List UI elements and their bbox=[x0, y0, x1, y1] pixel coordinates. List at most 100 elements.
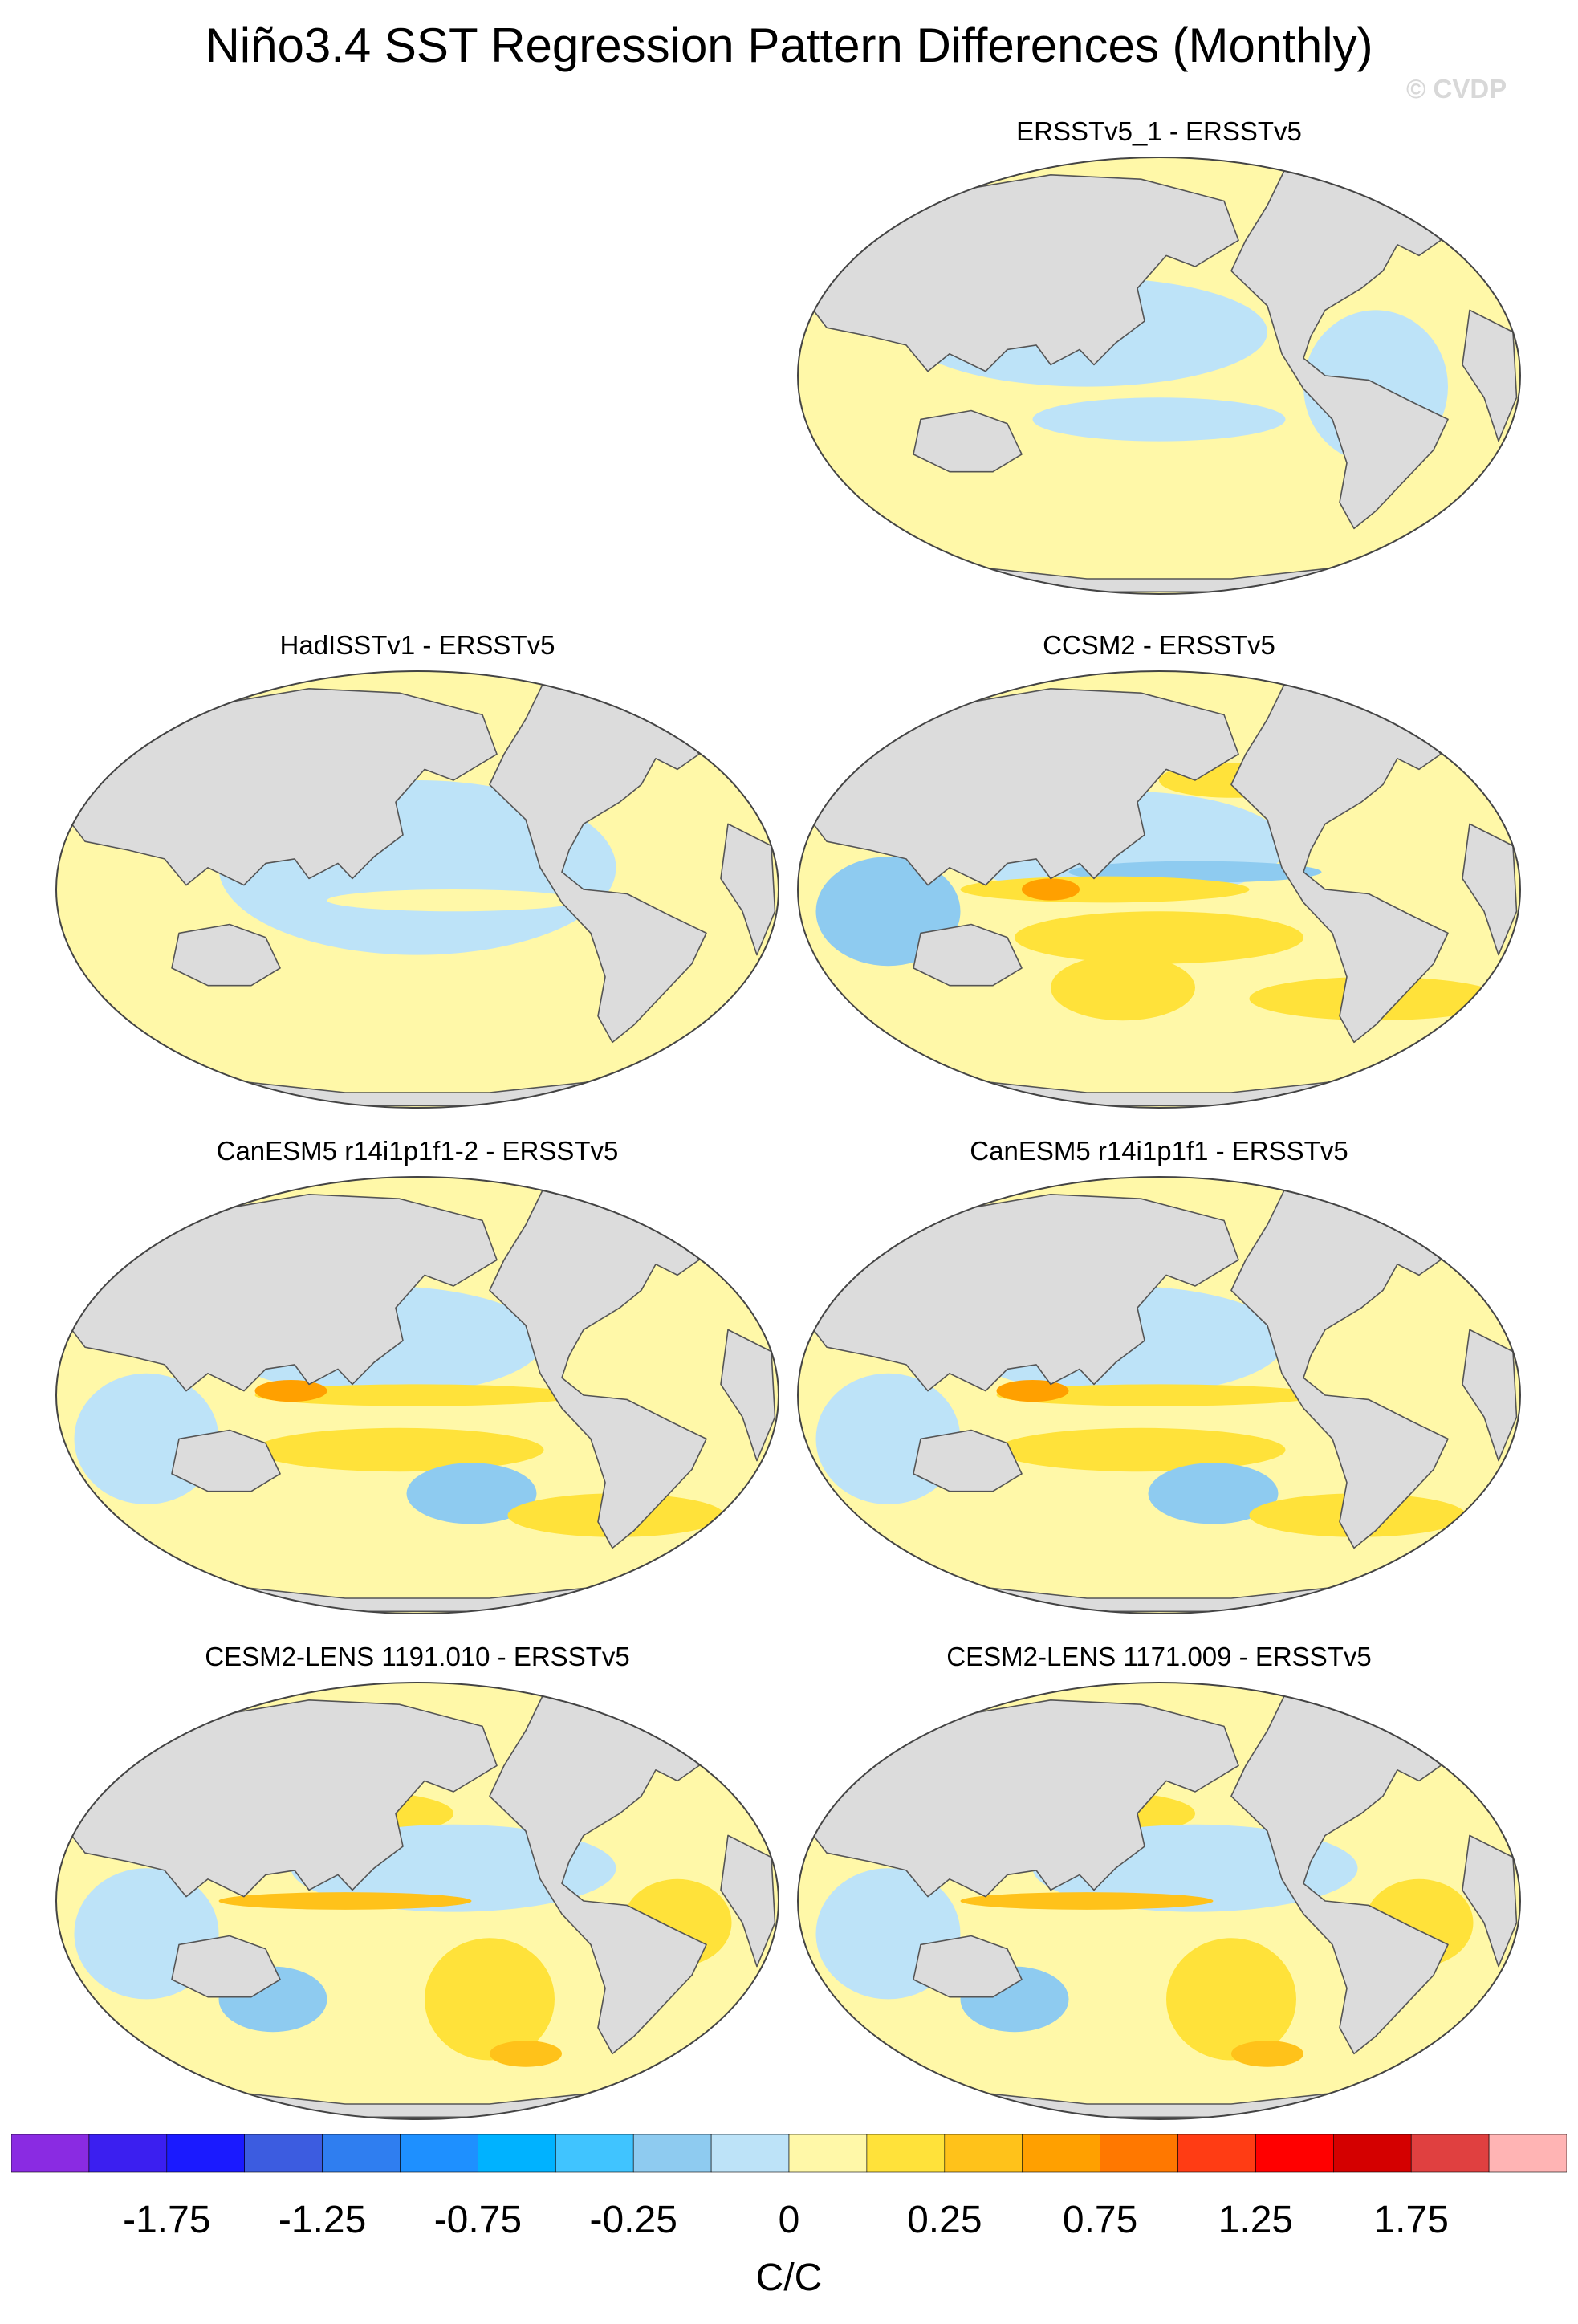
colorbar-tick-label: -0.25 bbox=[589, 2199, 677, 2241]
map-panel: HadISSTv1 - ERSSTv5 bbox=[48, 626, 787, 1114]
anomaly-region bbox=[1015, 911, 1303, 964]
landmass-greenland bbox=[1418, 687, 1478, 738]
map-border bbox=[55, 670, 779, 1109]
colorbar-swatch bbox=[1488, 2134, 1567, 2173]
colorbar-swatch bbox=[478, 2134, 556, 2173]
landmass-australia bbox=[913, 923, 1023, 987]
anomaly-region bbox=[254, 1427, 544, 1472]
colorbar-tick-label: -0.75 bbox=[433, 2199, 523, 2241]
colorbar-tick-label: 1.25 bbox=[1218, 2199, 1294, 2241]
landmass-america bbox=[1230, 1692, 1449, 2055]
anomaly-region bbox=[218, 1892, 472, 1910]
landmass-greenland bbox=[677, 687, 736, 738]
anomaly-region bbox=[327, 889, 580, 912]
landmass-australia bbox=[913, 409, 1023, 473]
colorbar-swatch bbox=[11, 2134, 90, 2173]
anomaly-region bbox=[406, 1463, 537, 1524]
map-panel: ERSSTv5_1 - ERSSTv5 bbox=[790, 112, 1528, 600]
anomaly-region bbox=[1166, 1938, 1296, 2061]
landmass-america bbox=[1230, 681, 1449, 1044]
anomaly-region bbox=[996, 1427, 1286, 1472]
landmass-america bbox=[1230, 1186, 1449, 1549]
anomaly-region bbox=[1022, 878, 1080, 901]
landmass-america bbox=[489, 1692, 707, 2055]
colorbar-swatch bbox=[1410, 2134, 1490, 2173]
map-border bbox=[55, 1682, 779, 2120]
world-map bbox=[797, 157, 1521, 595]
panel-title: HadISSTv1 - ERSSTv5 bbox=[279, 630, 555, 660]
landmass-europeAsia bbox=[804, 1193, 1239, 1392]
anomaly-region bbox=[1051, 954, 1195, 1021]
anomaly-region bbox=[1303, 1308, 1448, 1395]
colorbar-swatch bbox=[1100, 2134, 1178, 2173]
landmass-europeAsia bbox=[63, 1699, 498, 1898]
colorbar-swatch bbox=[710, 2134, 790, 2173]
panel-title: CESM2-LENS 1191.010 - ERSSTv5 bbox=[205, 1642, 630, 1671]
map-border bbox=[797, 1682, 1521, 2120]
panel-title: CanESM5 r14i1p1f1 - ERSSTv5 bbox=[970, 1136, 1348, 1166]
cvdp-credit: © CVDP bbox=[1406, 74, 1507, 104]
anomaly-region bbox=[1032, 425, 1394, 523]
map-border bbox=[797, 670, 1521, 1109]
landmass-australia bbox=[171, 1935, 281, 1998]
map-panel: CanESM5 r14i1p1f1-2 - ERSSTv5 bbox=[48, 1132, 787, 1620]
anomaly-region bbox=[562, 1308, 706, 1395]
anomaly-region bbox=[960, 876, 1250, 903]
landmass-australia bbox=[171, 923, 281, 987]
panel-title: CCSM2 - ERSSTv5 bbox=[1043, 630, 1275, 660]
colorbar-swatch bbox=[166, 2134, 246, 2173]
colorbar-swatch bbox=[1177, 2134, 1256, 2173]
panel-title: CESM2-LENS 1171.009 - ERSSTv5 bbox=[946, 1642, 1372, 1671]
anomaly-region bbox=[425, 1938, 555, 2061]
landmass-europeAsia bbox=[63, 1193, 498, 1392]
landmass-greenland bbox=[677, 1193, 736, 1243]
map-panel: CCSM2 - ERSSTv5 bbox=[790, 626, 1528, 1114]
landmass-australia bbox=[913, 1429, 1023, 1492]
colorbar-tick-label: -1.25 bbox=[278, 2199, 367, 2241]
colorbar-swatch bbox=[866, 2134, 946, 2173]
colorbar-swatch bbox=[322, 2134, 401, 2173]
landmass-australia bbox=[171, 1429, 281, 1492]
anomaly-region bbox=[1231, 2041, 1303, 2067]
landmass-greenland bbox=[677, 1699, 736, 1749]
colorbar-tick-label: 0 bbox=[778, 2199, 800, 2241]
landmass-europeAsia bbox=[804, 687, 1239, 886]
anomaly-region bbox=[218, 972, 472, 1025]
world-map bbox=[55, 1682, 779, 2120]
anomaly-region bbox=[1032, 397, 1286, 442]
colorbar-swatch bbox=[88, 2134, 168, 2173]
anomaly-region bbox=[254, 1384, 580, 1406]
colorbar-swatch bbox=[1022, 2134, 1100, 2173]
map-panel: CESM2-LENS 1171.009 - ERSSTv5 bbox=[790, 1638, 1528, 2126]
anomaly-region bbox=[417, 972, 490, 1025]
anomaly-region bbox=[1148, 1463, 1279, 1524]
landmass-europeAsia bbox=[804, 1699, 1239, 1898]
colorbar-swatch bbox=[1333, 2134, 1412, 2173]
colorbar-swatch bbox=[1255, 2134, 1334, 2173]
anomaly-region bbox=[254, 1379, 327, 1402]
colorbar-swatch bbox=[400, 2134, 478, 2173]
map-border bbox=[797, 1176, 1521, 1614]
figure-title: Niño3.4 SST Regression Pattern Differenc… bbox=[205, 18, 1373, 72]
landmass-greenland bbox=[1418, 1193, 1478, 1243]
map-panel: CanESM5 r14i1p1f1 - ERSSTv5 bbox=[790, 1132, 1528, 1620]
anomaly-region bbox=[960, 1892, 1214, 1910]
colorbar-swatch bbox=[244, 2134, 323, 2173]
panel-title: CanESM5 r14i1p1f1-2 - ERSSTv5 bbox=[216, 1136, 619, 1166]
landmass-europeAsia bbox=[804, 173, 1239, 372]
colorbar bbox=[11, 2134, 1567, 2173]
anomaly-region bbox=[996, 1379, 1069, 1402]
world-map bbox=[797, 1176, 1521, 1614]
colorbar-units: C/C bbox=[755, 2257, 823, 2299]
world-map bbox=[797, 1682, 1521, 2120]
landmass-america bbox=[1230, 167, 1449, 530]
world-map bbox=[797, 670, 1521, 1109]
colorbar-tick-label: 0.75 bbox=[1062, 2199, 1138, 2241]
landmass-europeAsia bbox=[63, 687, 498, 886]
world-map bbox=[55, 1176, 779, 1614]
colorbar-swatch bbox=[944, 2134, 1023, 2173]
map-border bbox=[55, 1176, 779, 1614]
panel-title: ERSSTv5_1 - ERSSTv5 bbox=[1016, 116, 1302, 146]
colorbar-swatch bbox=[555, 2134, 634, 2173]
landmass-greenland bbox=[1418, 173, 1478, 224]
